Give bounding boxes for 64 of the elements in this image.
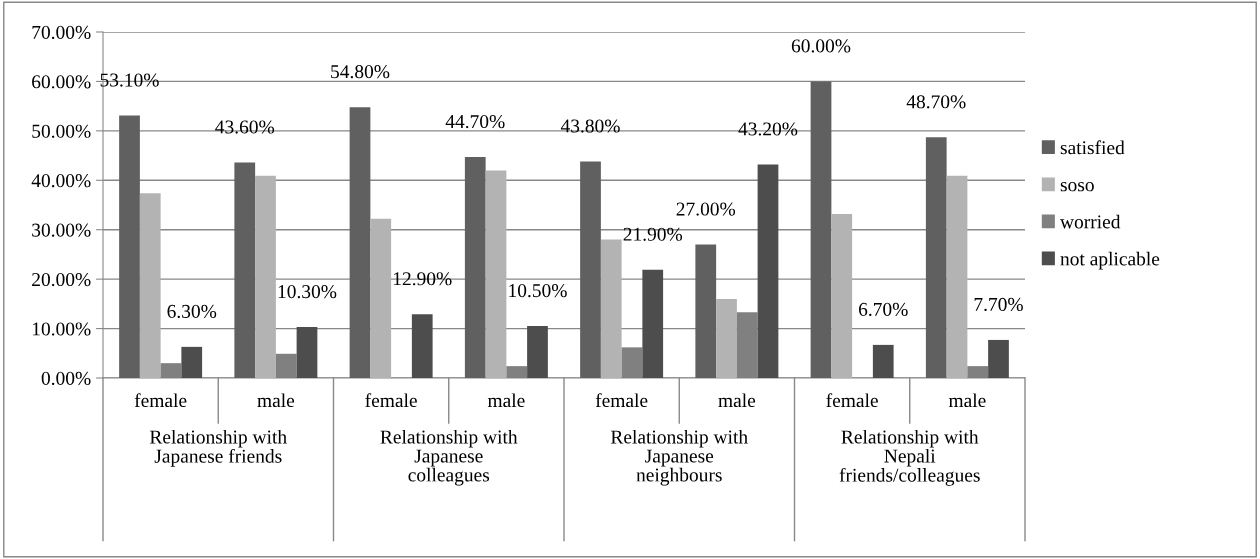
y-tick-label: 0.00% <box>41 371 91 386</box>
data-label: 12.90% <box>393 272 452 286</box>
x-tick-label: male <box>948 393 986 408</box>
bar <box>831 213 853 378</box>
bar <box>946 175 968 378</box>
bar <box>349 107 371 378</box>
bar <box>234 162 256 378</box>
x-tick-label: male <box>718 393 756 408</box>
data-label: 27.00% <box>676 202 736 216</box>
data-label: 48.70% <box>906 95 966 109</box>
text: Relationship with Japanese friends <box>149 429 287 467</box>
bar <box>464 157 486 378</box>
y-tick-label: 10.00% <box>32 322 91 336</box>
bar <box>810 81 832 378</box>
data-label: 53.10% <box>100 73 159 87</box>
data-label: 10.30% <box>278 285 337 299</box>
y-tick-label: 50.00% <box>32 124 91 138</box>
x-tick-label: female <box>595 393 648 408</box>
bar <box>296 327 318 378</box>
bar <box>872 344 894 378</box>
bar <box>181 346 203 378</box>
x-tick-label: male <box>257 393 295 408</box>
bar <box>600 239 622 378</box>
legend-label: satisfied <box>1060 140 1125 155</box>
bar <box>119 115 140 378</box>
bar <box>925 137 947 378</box>
bar <box>642 269 664 378</box>
y-tick-label: 20.00% <box>32 272 91 287</box>
data-label: 10.50% <box>509 284 567 298</box>
text: Relationship with Japanese neighbours <box>610 429 748 486</box>
data-label: 43.20% <box>738 122 798 136</box>
y-tick-label: 30.00% <box>32 223 91 237</box>
bar <box>716 298 737 378</box>
data-label: 6.30% <box>167 304 217 318</box>
x-tick-label: female <box>365 393 417 408</box>
x-tick-label: male <box>487 393 525 408</box>
y-tick-label: 70.00% <box>32 25 91 40</box>
y-tick-label: 40.00% <box>31 174 91 188</box>
bar <box>757 164 779 378</box>
legend-label: worried <box>1060 214 1121 229</box>
data-label: 6.70% <box>858 302 908 317</box>
bar <box>580 161 601 378</box>
legend-label: soso <box>1060 181 1094 192</box>
data-label: 21.90% <box>623 227 683 241</box>
bar <box>411 314 433 378</box>
bar <box>988 339 1009 378</box>
bar <box>139 193 161 378</box>
bar <box>255 175 276 378</box>
bar <box>695 244 717 378</box>
data-label: 44.70% <box>445 114 505 129</box>
data-label: 60.00% <box>791 39 851 53</box>
bar <box>527 326 548 378</box>
data-label: 43.80% <box>560 119 620 133</box>
data-label: 54.80% <box>331 65 390 79</box>
legend-label: not aplicable <box>1060 251 1160 270</box>
x-tick-label: female <box>134 393 187 408</box>
bar <box>485 170 507 378</box>
data-label: 43.60% <box>215 120 275 134</box>
x-tick-label: female <box>826 393 878 408</box>
y-tick-label: 60.00% <box>32 75 91 89</box>
bar <box>370 218 392 378</box>
text: Relationship with Nepali friends/colleagues <box>839 429 980 486</box>
data-label: 7.70% <box>974 297 1023 312</box>
text: Relationship with Japanese colleagues <box>380 429 518 486</box>
